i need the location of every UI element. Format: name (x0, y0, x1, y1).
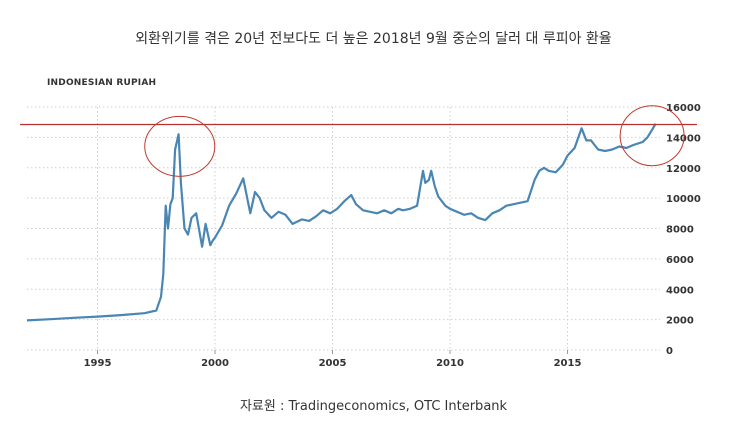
series-label: INDONESIAN RUPIAH (47, 78, 157, 88)
grid-layer (27, 106, 660, 354)
x-tick-label: 2005 (319, 358, 347, 369)
y-tick-label: 14000 (666, 133, 701, 144)
y-tick-label: 16000 (666, 103, 701, 114)
highlight-circle (144, 115, 216, 177)
x-tick-label: 2010 (436, 358, 464, 369)
highlight-circle (619, 105, 685, 167)
source-note: 자료원 : Tradingeconomics, OTC Interbank (239, 399, 508, 414)
x-tick-label: 1995 (84, 358, 112, 369)
x-axis-ticks: 1995 2000 2005 2010 2015 (84, 358, 582, 369)
y-tick-label: 4000 (666, 285, 694, 296)
highlight-circles (144, 105, 685, 177)
series-line (26, 123, 657, 322)
y-tick-label: 0 (666, 346, 673, 357)
x-tick-label: 2015 (554, 358, 582, 369)
y-tick-label: 2000 (666, 316, 694, 327)
y-tick-label: 12000 (666, 164, 701, 175)
y-tick-label: 8000 (666, 225, 694, 236)
x-tick-label: 2000 (201, 358, 229, 369)
y-axis-ticks: 0 2000 4000 6000 8000 10000 12000 14000 16000 (666, 103, 701, 357)
chart-title: 외환위기를 겪은 20년 전보다도 더 높은 2018년 9월 중순의 달러 대… (135, 31, 612, 47)
y-tick-label: 10000 (666, 194, 701, 205)
y-tick-label: 6000 (666, 255, 694, 266)
